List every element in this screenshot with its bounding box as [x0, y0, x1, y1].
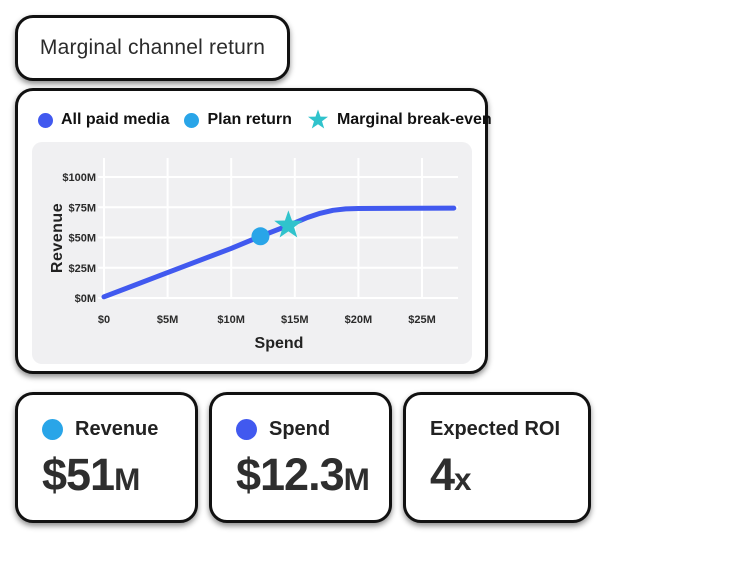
- spend-dot-icon: [236, 418, 257, 440]
- stat-label: Revenue: [75, 417, 159, 440]
- legend-label: All paid media: [61, 111, 170, 128]
- stat-label-row: Expected ROI: [430, 417, 588, 441]
- stat-value-suffix: x: [454, 461, 472, 497]
- x-tick-label: $20M: [345, 314, 373, 326]
- x-tick-label: $25M: [408, 314, 436, 326]
- y-tick-label: $100M: [62, 172, 96, 184]
- stat-label: Spend: [269, 417, 331, 440]
- stat-value-suffix: M: [343, 461, 370, 497]
- y-axis-label: Revenue: [49, 203, 66, 273]
- chart-card: All paid media Plan return Marginal brea…: [15, 88, 492, 374]
- x-tick-label: $10M: [217, 314, 245, 326]
- stat-value-main: 4: [430, 449, 455, 500]
- title-card: Marginal channel return: [15, 15, 290, 81]
- x-axis-label: Spend: [255, 335, 304, 352]
- marginal-return-chart: $0M $25M $50M $75M $100M $0 $5M $10M $15M $20M $25…: [49, 158, 458, 352]
- x-tick-label: $15M: [281, 314, 309, 326]
- legend-item-all-paid-media[interactable]: All paid media: [38, 111, 169, 129]
- y-tick-label: $50M: [68, 233, 96, 245]
- legend-label: Marginal break-even: [336, 111, 492, 128]
- x-tick-label: $0: [98, 314, 110, 326]
- stat-label-row: Revenue: [42, 417, 195, 441]
- breakeven-star-marker: [274, 210, 303, 238]
- legend-item-plan-return[interactable]: Plan return: [184, 111, 292, 129]
- stat-label-row: Spend: [236, 417, 389, 441]
- star-icon-shape: [307, 109, 328, 129]
- page-title: Marginal channel return: [39, 36, 266, 59]
- star-icon: [307, 109, 328, 129]
- all-paid-media-dot-icon: [38, 112, 53, 128]
- chart-legend: All paid media Plan return Marginal brea…: [38, 107, 492, 133]
- stat-card-spend: Spend $12.3M: [209, 392, 392, 523]
- plan-return-marker: [251, 227, 270, 246]
- x-tick-label: $5M: [157, 314, 178, 326]
- plan-return-dot-icon: [184, 112, 200, 128]
- legend-item-marginal-break-even[interactable]: Marginal break-even: [307, 109, 492, 131]
- revenue-dot-icon: [42, 418, 63, 440]
- stat-value: $51M: [42, 451, 195, 498]
- y-tick-label: $25M: [68, 263, 96, 275]
- legend-label: Plan return: [207, 111, 292, 128]
- stat-value: $12.3M: [236, 451, 389, 498]
- plot-panel: $0M $25M $50M $75M $100M $0 $5M $10M $15M $20M $25…: [32, 142, 472, 364]
- revenue-curve: [101, 205, 457, 300]
- stat-value-main: $51: [42, 449, 115, 500]
- stats-row: Revenue $51M Spend $12.3M Expected ROI 4…: [15, 392, 591, 523]
- stat-value-suffix: M: [114, 461, 140, 497]
- stat-card-expected-roi: Expected ROI 4x: [403, 392, 591, 523]
- stat-value-main: $12.3: [236, 449, 345, 500]
- stat-value: 4x: [430, 451, 588, 498]
- y-tick-label: $0M: [75, 293, 96, 305]
- stat-label: Expected ROI: [430, 417, 561, 440]
- stat-card-revenue: Revenue $51M: [15, 392, 198, 523]
- y-tick-label: $75M: [68, 202, 96, 214]
